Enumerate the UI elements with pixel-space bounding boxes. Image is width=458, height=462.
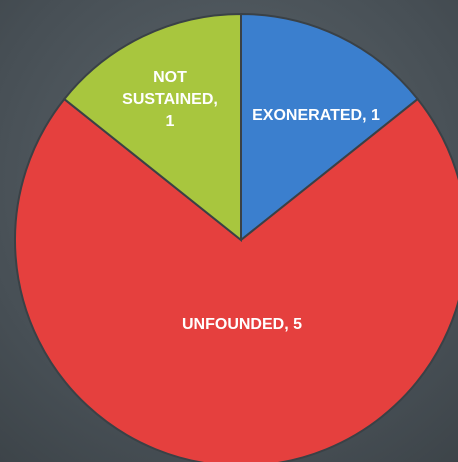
slice-label: UNFOUNDED, 5 <box>181 316 302 333</box>
pie-slice <box>62 12 242 243</box>
slice-label: EXONERATED, 1 <box>252 107 380 124</box>
pie-slice <box>240 12 420 243</box>
pie-slice <box>14 97 458 462</box>
slice-label: NOT SUSTAINED, 1 <box>122 69 218 130</box>
